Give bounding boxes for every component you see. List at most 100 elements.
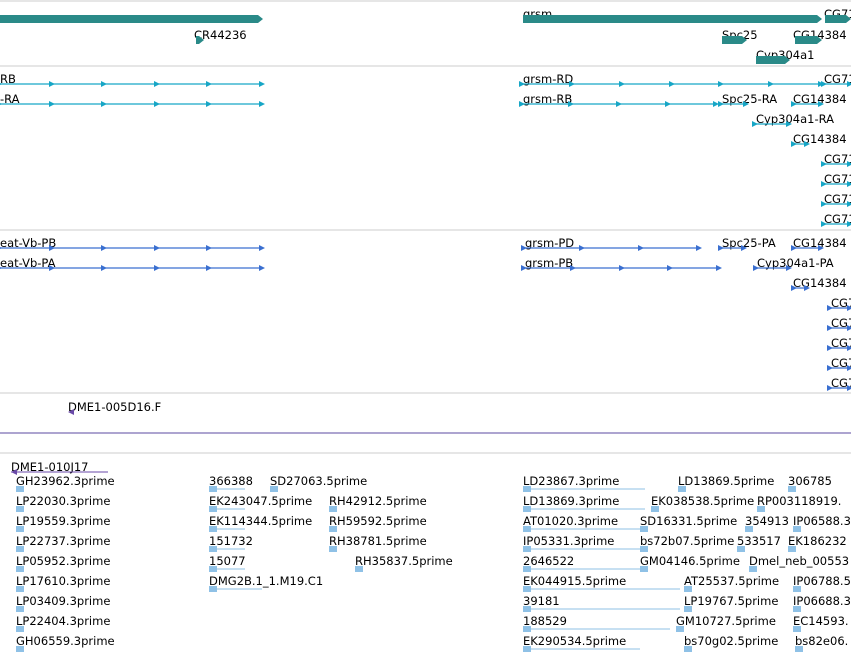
cds-exon[interactable]	[0, 265, 2, 271]
est-glyph[interactable]	[209, 586, 217, 592]
cds-exon[interactable]	[716, 265, 722, 271]
est-glyph[interactable]	[355, 566, 363, 572]
mrna-exon[interactable]	[821, 81, 827, 87]
cds-exon[interactable]	[827, 305, 833, 311]
est-glyph[interactable]	[737, 546, 745, 552]
cds-exon[interactable]	[741, 245, 747, 251]
est-glyph[interactable]	[640, 526, 648, 532]
est-glyph[interactable]	[209, 486, 217, 492]
est-glyph[interactable]	[523, 626, 531, 632]
cds-exon[interactable]	[101, 265, 107, 271]
cds-exon[interactable]	[847, 385, 851, 391]
mrna-label[interactable]: Cyp304a1-RA	[756, 112, 834, 126]
est-label[interactable]: RH38781.5prime	[329, 534, 427, 548]
est-label[interactable]: RP003118919.	[757, 494, 841, 508]
est-glyph[interactable]	[16, 526, 24, 532]
mrna-exon[interactable]	[49, 101, 55, 107]
est-label[interactable]: IP06688.3	[793, 594, 851, 608]
est-glyph[interactable]	[684, 646, 692, 652]
est-label[interactable]: EK114344.5prime	[209, 514, 312, 528]
est-glyph[interactable]	[676, 626, 684, 632]
mrna-exon[interactable]	[206, 81, 212, 87]
est-label[interactable]: LP05952.3prime	[16, 554, 110, 568]
cds-exon[interactable]	[521, 265, 527, 271]
est-glyph[interactable]	[209, 566, 217, 572]
est-glyph[interactable]	[523, 566, 531, 572]
mrna-exon[interactable]	[519, 81, 525, 87]
mrna-label[interactable]: CG71	[824, 72, 851, 86]
est-label[interactable]: RH59592.5prime	[329, 514, 427, 528]
est-label[interactable]: 39181	[523, 594, 560, 608]
mrna-exon[interactable]	[821, 221, 827, 227]
cds-exon[interactable]	[154, 245, 160, 251]
cds-exon[interactable]	[718, 245, 724, 251]
est-glyph[interactable]	[16, 586, 24, 592]
est-label[interactable]: EK044915.5prime	[523, 574, 626, 588]
est-glyph[interactable]	[793, 586, 801, 592]
est-label[interactable]: EK186232	[788, 534, 847, 548]
mrna-exon[interactable]	[519, 101, 525, 107]
est-label[interactable]: IP05331.3prime	[523, 534, 614, 548]
mrna-exon[interactable]	[713, 101, 719, 107]
mrna-label[interactable]: CG71	[824, 192, 851, 206]
mrna-exon[interactable]	[619, 81, 625, 87]
mrna-exon[interactable]	[847, 201, 851, 207]
est-label[interactable]: LD13869.3prime	[523, 494, 619, 508]
est-glyph[interactable]	[795, 646, 803, 652]
est-label[interactable]: bs70g02.5prime	[684, 634, 778, 648]
est-label[interactable]: 15077	[209, 554, 246, 568]
est-glyph[interactable]	[329, 526, 337, 532]
est-glyph[interactable]	[270, 486, 278, 492]
clone-label[interactable]: DME1-005D16.F	[68, 400, 161, 414]
mrna-exon[interactable]	[49, 81, 55, 87]
clone-glyph[interactable]	[11, 469, 17, 475]
est-glyph[interactable]	[16, 506, 24, 512]
mrna-exon[interactable]	[804, 141, 810, 147]
cds-exon[interactable]	[753, 265, 759, 271]
mrna-exon[interactable]	[791, 141, 797, 147]
mrna-exon[interactable]	[154, 101, 160, 107]
est-glyph[interactable]	[640, 566, 648, 572]
est-label[interactable]: 366388	[209, 474, 253, 488]
cds-label[interactable]: Cyp304a1-PA	[757, 256, 834, 270]
mrna-exon[interactable]	[259, 101, 265, 107]
est-glyph[interactable]	[749, 566, 757, 572]
est-label[interactable]: LP19559.3prime	[16, 514, 110, 528]
mrna-exon[interactable]	[101, 81, 107, 87]
est-label[interactable]: 354913	[745, 514, 789, 528]
est-glyph[interactable]	[16, 486, 24, 492]
mrna-exon[interactable]	[821, 181, 827, 187]
est-label[interactable]: EK290534.5prime	[523, 634, 626, 648]
est-label[interactable]: bs72b07.5prime	[640, 534, 734, 548]
est-label[interactable]: 151732	[209, 534, 253, 548]
mrna-exon[interactable]	[665, 101, 671, 107]
cds-exon[interactable]	[696, 245, 702, 251]
cds-label[interactable]: CG7	[831, 356, 851, 370]
est-glyph[interactable]	[757, 506, 765, 512]
mrna-exon[interactable]	[847, 161, 851, 167]
est-label[interactable]: IP06788.5	[793, 574, 851, 588]
est-label[interactable]: LP22737.3prime	[16, 534, 110, 548]
est-label[interactable]: GH23962.3prime	[16, 474, 115, 488]
cds-exon[interactable]	[259, 265, 265, 271]
mrna-exon[interactable]	[669, 81, 675, 87]
est-label[interactable]: LP03409.3prime	[16, 594, 110, 608]
est-glyph[interactable]	[523, 506, 531, 512]
mrna-exon[interactable]	[569, 81, 575, 87]
est-glyph[interactable]	[329, 506, 337, 512]
est-label[interactable]: Dmel_neb_00553	[749, 554, 849, 568]
est-label[interactable]: LD23867.3prime	[523, 474, 619, 488]
est-label[interactable]: AT25537.5prime	[684, 574, 779, 588]
cds-exon[interactable]	[827, 325, 833, 331]
est-label[interactable]: GH06559.3prime	[16, 634, 115, 648]
est-label[interactable]: EC14593.	[793, 614, 849, 628]
est-glyph[interactable]	[523, 526, 531, 532]
cds-exon[interactable]	[206, 265, 212, 271]
est-glyph[interactable]	[788, 486, 796, 492]
est-label[interactable]: LP22404.3prime	[16, 614, 110, 628]
est-glyph[interactable]	[523, 486, 531, 492]
est-glyph[interactable]	[209, 526, 217, 532]
est-label[interactable]: DMG2B.1_1.M19.C1	[209, 574, 323, 588]
est-label[interactable]: RH35837.5prime	[355, 554, 453, 568]
